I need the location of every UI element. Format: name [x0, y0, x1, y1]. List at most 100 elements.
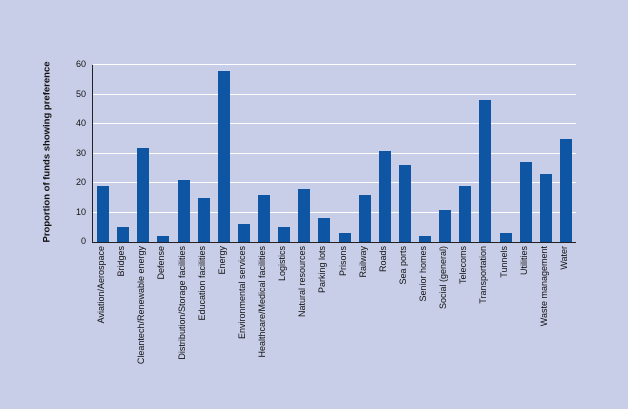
bar-slot — [335, 65, 355, 242]
y-tick-label-60: 60 — [75, 59, 86, 69]
x-label-slot: Senior homes — [414, 246, 434, 302]
x-label-slot: Defense — [152, 246, 172, 280]
bar-4 — [177, 180, 190, 242]
x-tick-label-15: Sea ports — [397, 246, 408, 285]
bar-17 — [439, 209, 452, 242]
x-label-slot: Parking lots — [313, 246, 333, 293]
y-axis-tick-labels: 0 10 20 30 40 50 60 — [58, 60, 86, 246]
x-tick-label-14: Roads — [377, 246, 388, 273]
x-tick-label-9: Logistics — [277, 246, 288, 282]
bar-7 — [237, 224, 250, 242]
bar-2 — [137, 147, 150, 242]
y-axis-title: Proportion of funds showing preference — [41, 61, 53, 243]
x-tick-label-0: Aviation/Aerospace — [96, 246, 107, 324]
x-label-slot: Transportation — [474, 246, 494, 304]
bar-15 — [398, 165, 411, 242]
bar-slot — [375, 65, 395, 242]
bar-slot — [516, 65, 536, 242]
x-label-slot: Telecoms — [454, 246, 474, 284]
bar-3 — [157, 236, 170, 242]
x-tick-label-5: Education facilities — [196, 246, 207, 321]
x-label-slot: Distribution/Storage facilities — [173, 246, 193, 360]
bar-slot — [435, 65, 455, 242]
bar-slot — [455, 65, 475, 242]
x-label-slot: Cleantech/Renewable energy — [132, 246, 152, 364]
x-label-slot: Waste management — [535, 246, 555, 326]
x-label-slot: Energy — [213, 246, 233, 275]
bar-22 — [539, 174, 552, 242]
bar-slot — [415, 65, 435, 242]
bar-slot — [174, 65, 194, 242]
gridlines — [93, 64, 576, 242]
x-label-slot: Prisons — [334, 246, 354, 276]
x-tick-label-22: Waste management — [538, 246, 549, 327]
x-label-slot: Water — [555, 246, 575, 270]
x-label-slot: Sea ports — [394, 246, 414, 285]
bar-18 — [459, 185, 472, 242]
x-tick-label-16: Senior homes — [418, 246, 429, 302]
bar-slot — [355, 65, 375, 242]
y-tick-label-30: 30 — [75, 147, 86, 158]
bar-slot — [536, 65, 556, 242]
x-label-slot: Natural resources — [293, 246, 313, 317]
x-label-slot: Education facilities — [193, 246, 213, 321]
x-tick-label-10: Natural resources — [297, 246, 308, 318]
x-label-slot: Bridges — [112, 246, 132, 277]
bar-slot — [556, 65, 576, 242]
bar-slot — [475, 65, 495, 242]
gridline-20 — [93, 182, 576, 183]
bar-slot — [395, 65, 415, 242]
x-axis-tick-labels: Aviation/Aerospace Bridges Cleantech/Renew… — [92, 246, 575, 364]
bar-13 — [358, 194, 371, 242]
x-tick-label-2: Cleantech/Renewable energy — [136, 246, 147, 365]
bar-6 — [217, 70, 230, 242]
x-tick-label-8: Healthcare/Medical facilities — [257, 246, 268, 358]
bar-11 — [318, 218, 331, 242]
bar-8 — [258, 194, 271, 242]
y-tick-label-0: 0 — [80, 236, 86, 246]
x-tick-label-1: Bridges — [116, 246, 127, 277]
plot-area — [92, 64, 576, 243]
y-tick-label-40: 40 — [75, 118, 86, 128]
x-label-slot: Social (general) — [434, 246, 454, 309]
x-tick-label-7: Environmental services — [236, 246, 247, 340]
bar-14 — [378, 150, 391, 242]
x-tick-label-4: Distribution/Storage facilities — [176, 246, 187, 360]
bar-20 — [499, 233, 512, 242]
bar-1 — [117, 227, 130, 242]
bar-0 — [97, 185, 110, 242]
bar-23 — [559, 138, 572, 242]
bar-slot — [113, 65, 133, 242]
gridline-60 — [93, 64, 576, 65]
gridline-40 — [93, 123, 576, 124]
x-tick-label-3: Defense — [156, 246, 167, 280]
x-tick-label-23: Water — [558, 246, 569, 270]
x-label-slot: Utilities — [515, 246, 535, 275]
x-label-slot: Healthcare/Medical facilities — [253, 246, 273, 358]
bar-9 — [278, 227, 291, 242]
bar-12 — [338, 233, 351, 242]
bar-5 — [197, 197, 210, 242]
x-tick-label-19: Transportation — [478, 246, 489, 304]
bar-21 — [519, 162, 532, 242]
x-label-slot: Environmental services — [233, 246, 253, 339]
bar-slot — [133, 65, 153, 242]
y-tick-label-20: 20 — [75, 177, 86, 187]
bar-slot — [234, 65, 254, 242]
bar-slot — [294, 65, 314, 242]
x-tick-label-17: Social (general) — [438, 246, 449, 310]
bar-19 — [479, 100, 492, 242]
bar-slot — [153, 65, 173, 242]
x-label-slot: Roads — [374, 246, 394, 272]
bar-slot — [214, 65, 234, 242]
bar-slot — [93, 65, 113, 242]
bar-slot — [194, 65, 214, 242]
x-label-slot: Aviation/Aerospace — [92, 246, 112, 323]
x-tick-label-18: Telecoms — [458, 246, 469, 285]
x-tick-label-13: Railway — [357, 246, 368, 278]
y-tick-label-50: 50 — [75, 88, 86, 99]
gridline-50 — [93, 93, 576, 95]
x-tick-label-12: Prisons — [337, 246, 348, 277]
y-tick-label-10: 10 — [75, 206, 86, 217]
